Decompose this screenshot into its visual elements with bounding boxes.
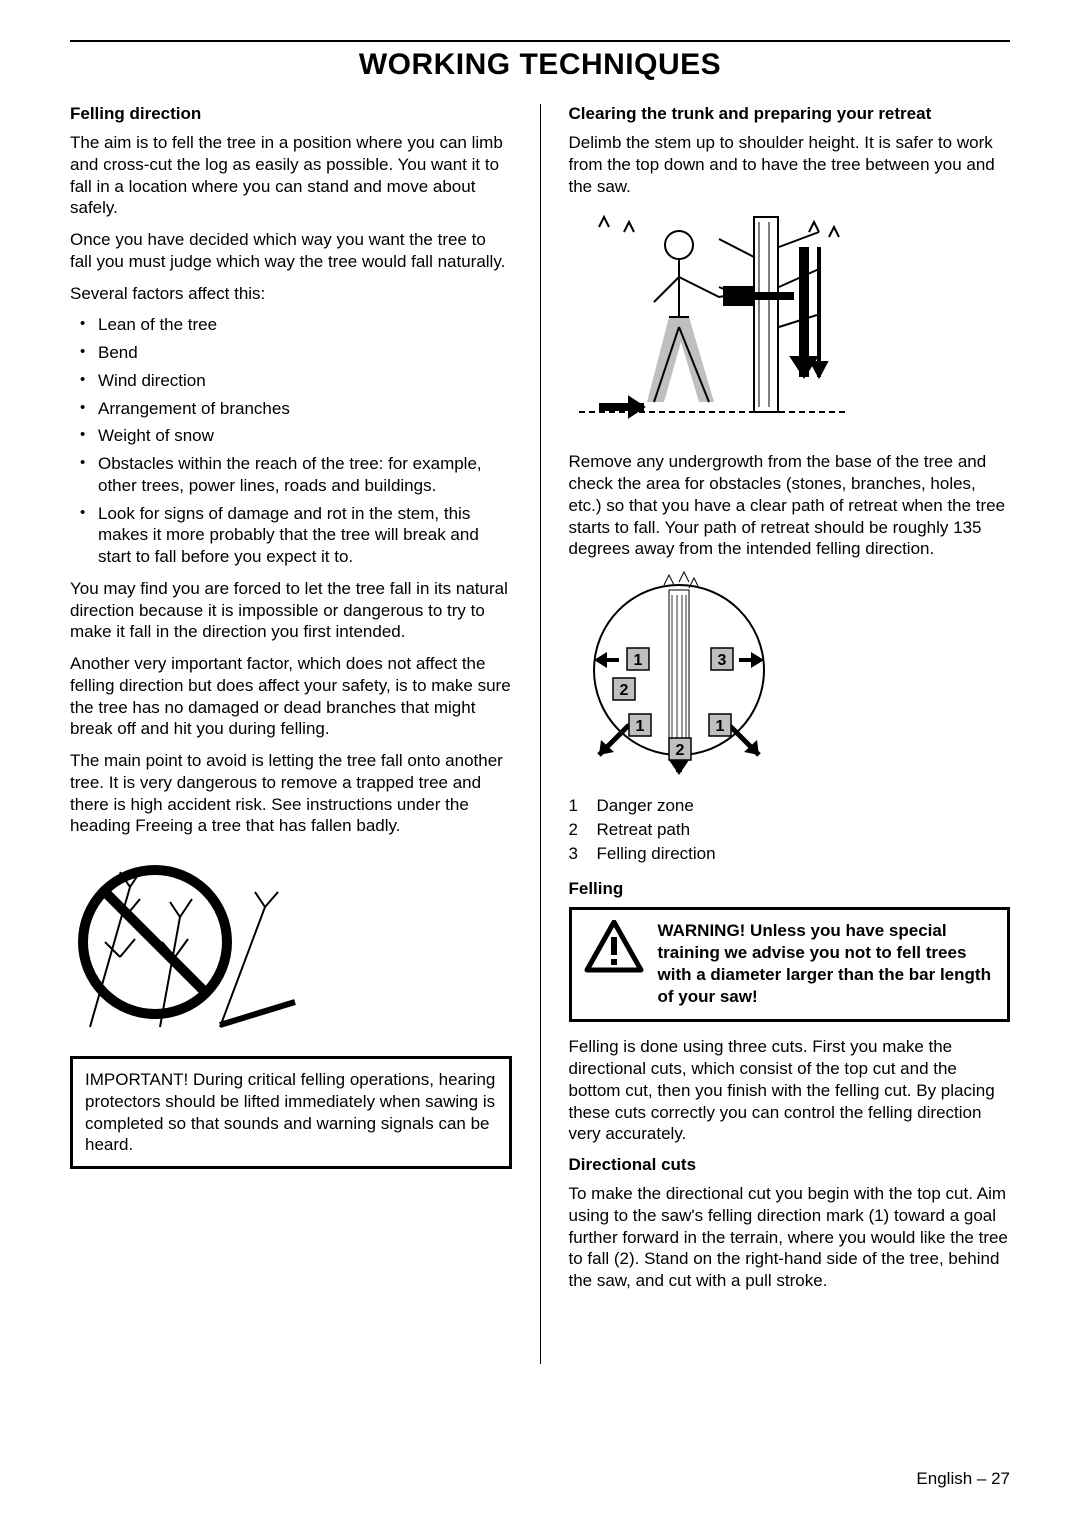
diagram-legend: 1Danger zone 2Retreat path 3Felling dire… <box>569 794 1011 865</box>
list-item: Wind direction <box>70 370 512 392</box>
factors-list: Lean of the tree Bend Wind direction Arr… <box>70 314 512 568</box>
left-column: Felling direction The aim is to fell the… <box>70 104 512 1364</box>
diagram-label: 2 <box>675 742 684 759</box>
legend-num: 1 <box>569 794 597 818</box>
para: Felling is done using three cuts. First … <box>569 1036 1011 1145</box>
para: Delimb the stem up to shoulder height. I… <box>569 132 1011 197</box>
heading-felling: Felling <box>569 879 1011 899</box>
heading-felling-direction: Felling direction <box>70 104 512 124</box>
figure-delimb <box>569 207 1011 437</box>
list-item: Arrangement of branches <box>70 398 512 420</box>
list-item: Weight of snow <box>70 425 512 447</box>
warning-icon <box>584 920 644 975</box>
list-item: Look for signs of damage and rot in the … <box>70 503 512 568</box>
list-item: Bend <box>70 342 512 364</box>
legend-text: Danger zone <box>597 794 694 818</box>
column-divider <box>540 104 541 1364</box>
important-box: IMPORTANT! During critical felling opera… <box>70 1056 512 1169</box>
list-item: Lean of the tree <box>70 314 512 336</box>
figure-retreat-diagram: 1 3 2 1 1 2 <box>569 570 1011 780</box>
diagram-label: 3 <box>717 652 726 669</box>
legend-text: Retreat path <box>597 818 691 842</box>
important-text: IMPORTANT! During critical felling opera… <box>85 1070 495 1154</box>
warning-text: WARNING! Unless you have special trainin… <box>658 920 996 1007</box>
para: To make the directional cut you begin wi… <box>569 1183 1011 1292</box>
page-title: WORKING TECHNIQUES <box>70 48 1010 82</box>
legend-text: Felling direction <box>597 842 716 866</box>
legend-row: 3Felling direction <box>569 842 1011 866</box>
diagram-label: 1 <box>715 718 724 735</box>
legend-num: 2 <box>569 818 597 842</box>
delimb-icon <box>569 207 859 437</box>
trapped-tree-icon <box>70 847 300 1042</box>
legend-row: 1Danger zone <box>569 794 1011 818</box>
figure-trapped-tree <box>70 847 512 1042</box>
para: Once you have decided which way you want… <box>70 229 512 273</box>
top-rule <box>70 40 1010 42</box>
list-item: Obstacles within the reach of the tree: … <box>70 453 512 497</box>
columns: Felling direction The aim is to fell the… <box>70 104 1010 1364</box>
diagram-label: 1 <box>635 718 644 735</box>
heading-directional-cuts: Directional cuts <box>569 1155 1011 1175</box>
right-column: Clearing the trunk and preparing your re… <box>569 104 1011 1364</box>
retreat-diagram-icon: 1 3 2 1 1 2 <box>569 570 789 780</box>
para: The aim is to fell the tree in a positio… <box>70 132 512 219</box>
legend-num: 3 <box>569 842 597 866</box>
diagram-label: 2 <box>619 682 628 699</box>
diagram-label: 1 <box>633 652 642 669</box>
para: The main point to avoid is letting the t… <box>70 750 512 837</box>
para: Several factors affect this: <box>70 283 512 305</box>
warning-box: WARNING! Unless you have special trainin… <box>569 907 1011 1022</box>
heading-clearing-trunk: Clearing the trunk and preparing your re… <box>569 104 1011 124</box>
para: Remove any undergrowth from the base of … <box>569 451 1011 560</box>
para: Another very important factor, which doe… <box>70 653 512 740</box>
para: You may find you are forced to let the t… <box>70 578 512 643</box>
page-footer: English – 27 <box>916 1469 1010 1489</box>
legend-row: 2Retreat path <box>569 818 1011 842</box>
